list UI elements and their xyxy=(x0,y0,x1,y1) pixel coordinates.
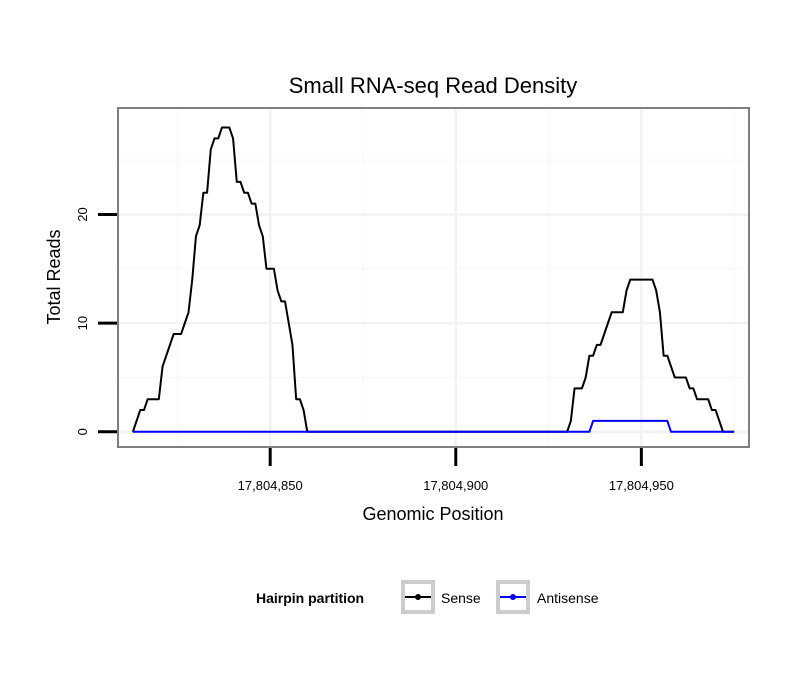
x-tick-label-1: 17,804,900 xyxy=(423,478,488,493)
y-tick-label-0: 0 xyxy=(75,428,90,435)
grid-lines xyxy=(118,108,749,447)
x-tick-label-2: 17,804,950 xyxy=(609,478,674,493)
chart-title: Small RNA-seq Read Density xyxy=(289,73,578,98)
plot-panel-border xyxy=(117,107,750,448)
series-line-sense xyxy=(131,126,735,433)
legend-label-antisense: Antisense xyxy=(537,590,599,606)
legend-entry-antisense: Antisense xyxy=(496,580,599,614)
series-line-antisense xyxy=(132,419,735,433)
series-lines xyxy=(131,126,735,433)
legend-label-sense: Sense xyxy=(441,590,481,606)
legend-entry-sense: Sense xyxy=(401,580,481,614)
legend: Hairpin partition Sense Antisense xyxy=(256,580,599,614)
x-axis-title: Genomic Position xyxy=(362,504,503,524)
y-tick-label-1: 10 xyxy=(75,316,90,330)
x-axis: 17,804,850 17,804,900 17,804,950 xyxy=(238,448,674,493)
legend-title: Hairpin partition xyxy=(256,590,364,606)
legend-dot-sense xyxy=(415,594,421,600)
y-tick-label-2: 20 xyxy=(75,207,90,221)
x-tick-label-0: 17,804,850 xyxy=(238,478,303,493)
legend-dot-antisense xyxy=(510,594,516,600)
y-axis-title: Total Reads xyxy=(44,229,64,324)
y-axis: 0 10 20 xyxy=(75,207,117,435)
